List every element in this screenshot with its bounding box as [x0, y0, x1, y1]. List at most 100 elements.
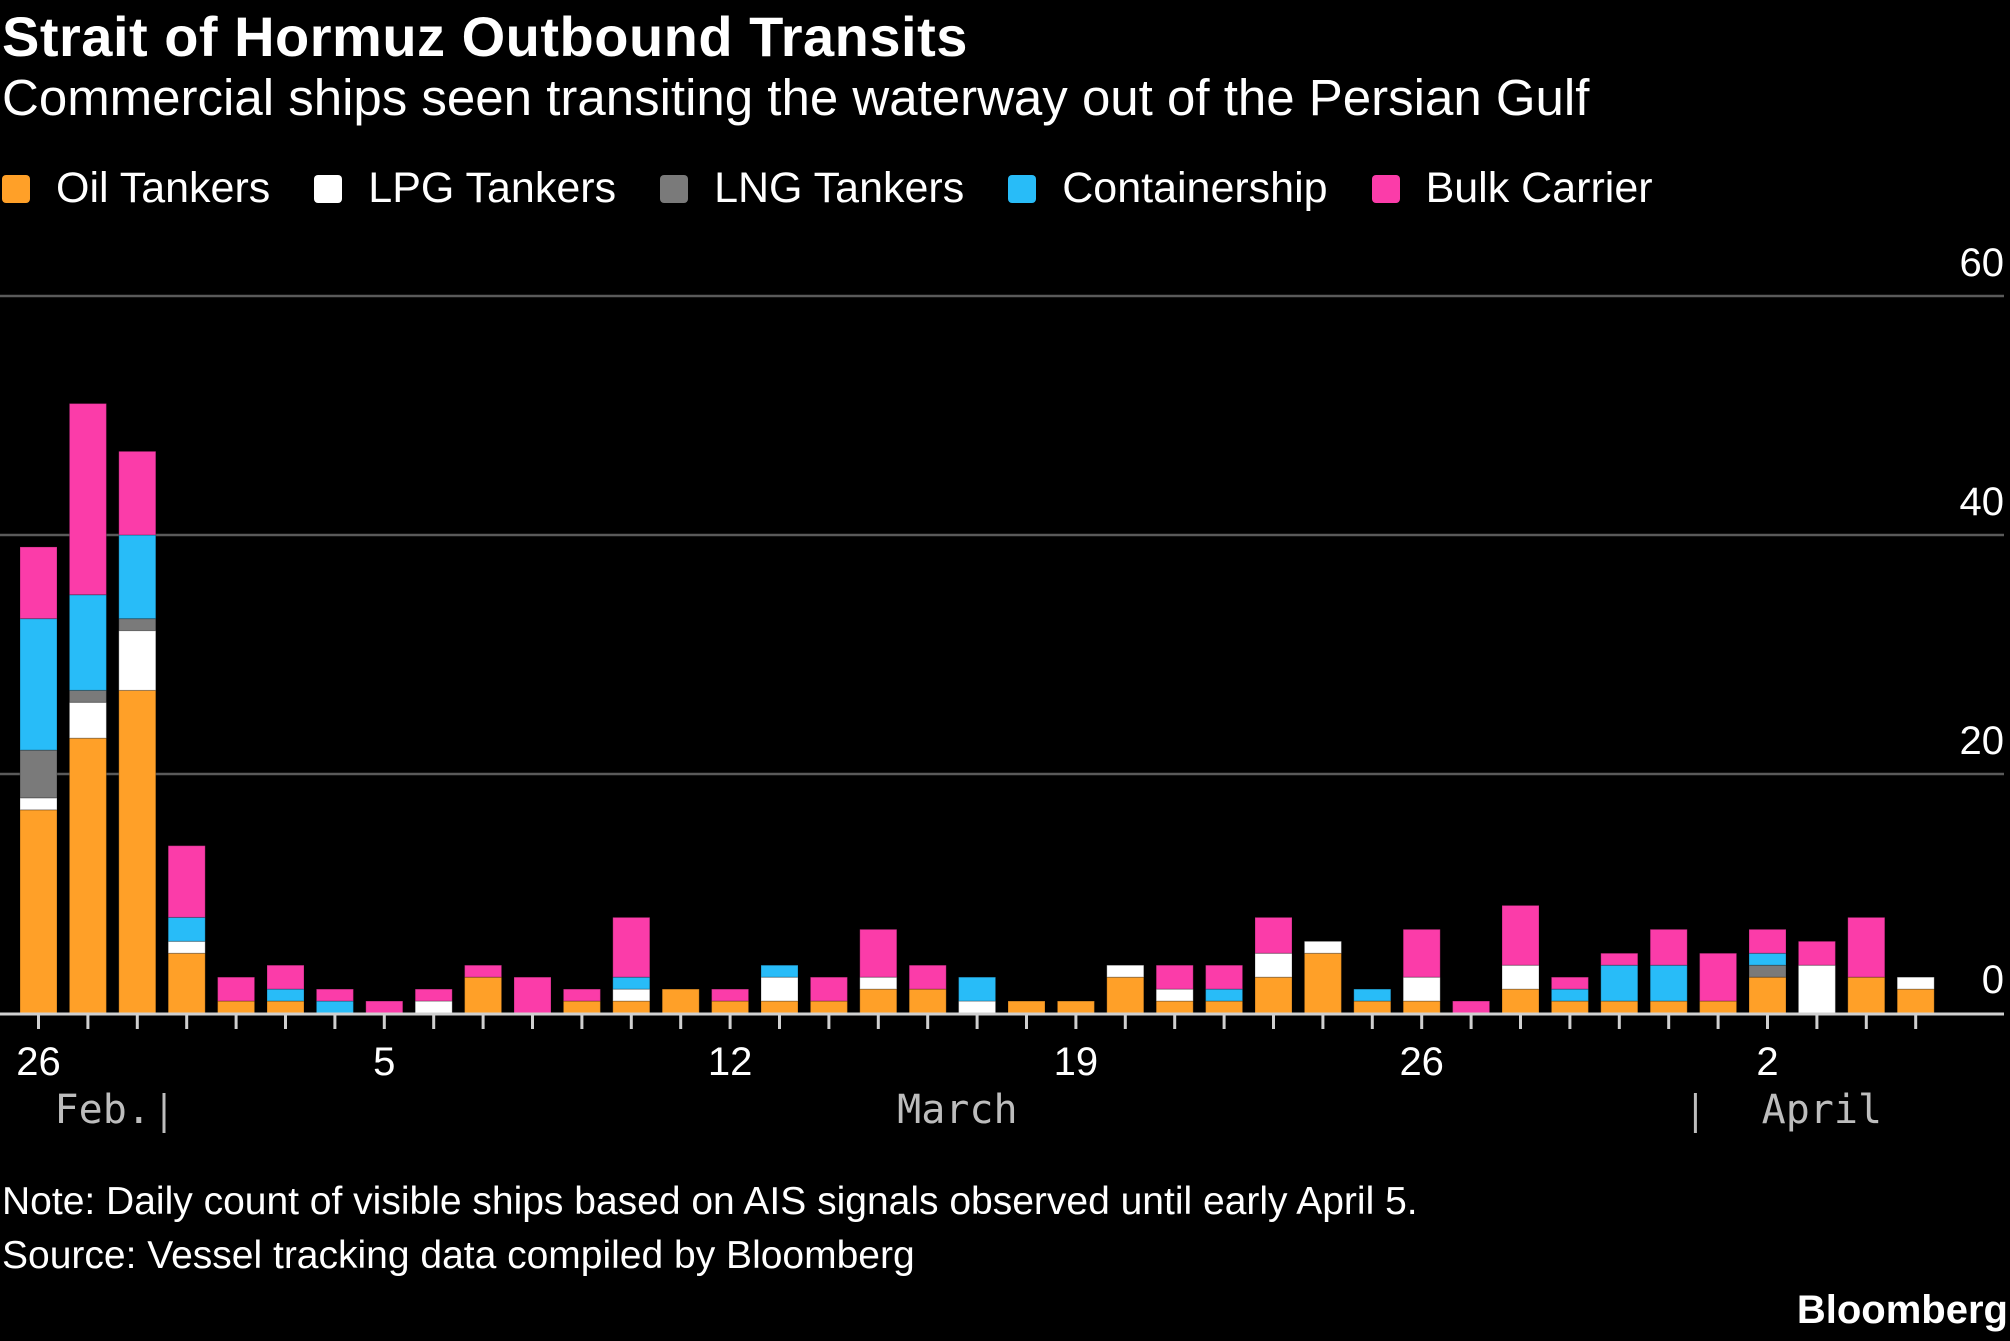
bar-segment: [562, 988, 601, 1002]
bar-segment: [464, 964, 503, 978]
legend-label: Containership: [1062, 164, 1328, 212]
bar-segment: [1550, 976, 1589, 990]
x-tick-label: 19: [1054, 1040, 1099, 1084]
legend-item: LNG Tankers: [660, 164, 964, 213]
legend-swatch: [660, 174, 689, 203]
bar-segment: [711, 988, 750, 1002]
legend-label: LPG Tankers: [368, 164, 617, 212]
bar-segment: [1056, 1000, 1095, 1014]
bar-segment: [1550, 988, 1589, 1002]
bar-segment: [1353, 988, 1392, 1002]
legend-label: LNG Tankers: [714, 164, 965, 212]
bar-segment: [1501, 904, 1540, 966]
bar-segment: [1649, 1000, 1688, 1014]
bar-segment: [118, 618, 157, 632]
bar-segment: [1303, 940, 1342, 954]
bar-segment: [414, 1000, 453, 1014]
x-tick-label: 12: [708, 1040, 753, 1084]
bar-segment: [1699, 952, 1738, 1002]
legend-item: Oil Tankers: [2, 164, 270, 213]
bar-segment: [1155, 1000, 1194, 1014]
bar-segment: [1550, 1000, 1589, 1014]
bar-segment: [1600, 964, 1639, 1002]
bar-segment: [908, 988, 947, 1014]
bar-segment: [809, 1000, 848, 1014]
y-tick-label: 60: [1960, 241, 2005, 285]
bar-segment: [1649, 964, 1688, 1002]
bar-segment: [118, 689, 157, 1014]
bar-segment: [68, 689, 107, 703]
legend-swatch: [314, 174, 343, 203]
bar-segment: [1353, 1000, 1392, 1014]
bar-segment: [464, 976, 503, 1014]
bar-segment: [1797, 940, 1836, 966]
y-tick-label: 20: [1960, 719, 2005, 763]
legend-swatch: [1371, 174, 1400, 203]
bar-segment: [859, 928, 898, 978]
bar-segment: [167, 940, 206, 954]
bar-segment: [1797, 964, 1836, 1014]
bar-segment: [1106, 976, 1145, 1014]
bar-segment: [1402, 976, 1441, 1002]
bar-segment: [908, 964, 947, 990]
bar-segment: [1155, 988, 1194, 1002]
bar-segment: [167, 845, 206, 918]
bar-segment: [760, 964, 799, 978]
x-tick-label: 26: [1399, 1040, 1444, 1084]
bar-segment: [1847, 976, 1886, 1014]
bar-segment: [1452, 1000, 1491, 1014]
legend-swatch: [1008, 174, 1037, 203]
bar-segment: [365, 1000, 404, 1014]
bar-segment: [1501, 988, 1540, 1014]
bar-segment: [612, 976, 651, 990]
legend-label: Oil Tankers: [56, 164, 271, 212]
bar-segment: [414, 988, 453, 1002]
chart-subtitle: Commercial ships seen transiting the wat…: [2, 69, 1590, 126]
bar-segment: [1106, 964, 1145, 978]
bar-segment: [1748, 928, 1787, 954]
bar-segment: [1205, 964, 1244, 990]
bar-segment: [266, 1000, 305, 1014]
x-tick-label: 26: [16, 1040, 61, 1084]
bar-segment: [1205, 1000, 1244, 1014]
bar-segment: [1699, 1000, 1738, 1014]
bar-segment: [661, 988, 700, 1014]
legend-item: LPG Tankers: [314, 164, 616, 213]
bar-segment: [1155, 964, 1194, 990]
bar-segment: [1254, 916, 1293, 954]
bar-segment: [1600, 952, 1639, 966]
bar-segment: [760, 1000, 799, 1014]
bar-segment: [217, 1000, 256, 1014]
bar-segment: [1748, 964, 1787, 978]
bar-segment: [1896, 976, 1935, 990]
legend-swatch: [2, 174, 30, 203]
bar-segment: [612, 988, 651, 1002]
chart-source: Source: Vessel tracking data compiled by…: [2, 1234, 915, 1277]
bar-segment: [859, 988, 898, 1014]
bar-segment: [1600, 1000, 1639, 1014]
chart-note: Note: Daily count of visible ships based…: [2, 1180, 1418, 1223]
bar-segment: [19, 546, 58, 620]
bar-segment: [266, 964, 305, 990]
bar-segment: [118, 534, 157, 620]
bloomberg-logo: Bloomberg: [1796, 1288, 2008, 1332]
bar-segment: [68, 701, 107, 739]
bar-segment: [958, 976, 997, 1002]
chart-title: Strait of Hormuz Outbound Transits: [2, 5, 968, 68]
legend: Oil Tankers LPG Tankers LNG Tankers Contain…: [2, 164, 1697, 213]
month-label: March: [897, 1087, 1017, 1133]
bar-segment: [1896, 988, 1935, 1014]
x-tick-label: 5: [373, 1040, 395, 1084]
bar-segment: [19, 749, 58, 799]
bar-segment: [612, 916, 651, 978]
bar-segment: [315, 988, 354, 1002]
bar-segment: [1303, 952, 1342, 1014]
bar-segment: [19, 809, 58, 1014]
bar-segment: [1205, 988, 1244, 1002]
bar-segment: [19, 797, 58, 811]
y-tick-label: 0: [1982, 958, 2004, 1002]
bar-segment: [612, 1000, 651, 1014]
bar-segment: [809, 976, 848, 1002]
bar-segment: [1402, 1000, 1441, 1014]
